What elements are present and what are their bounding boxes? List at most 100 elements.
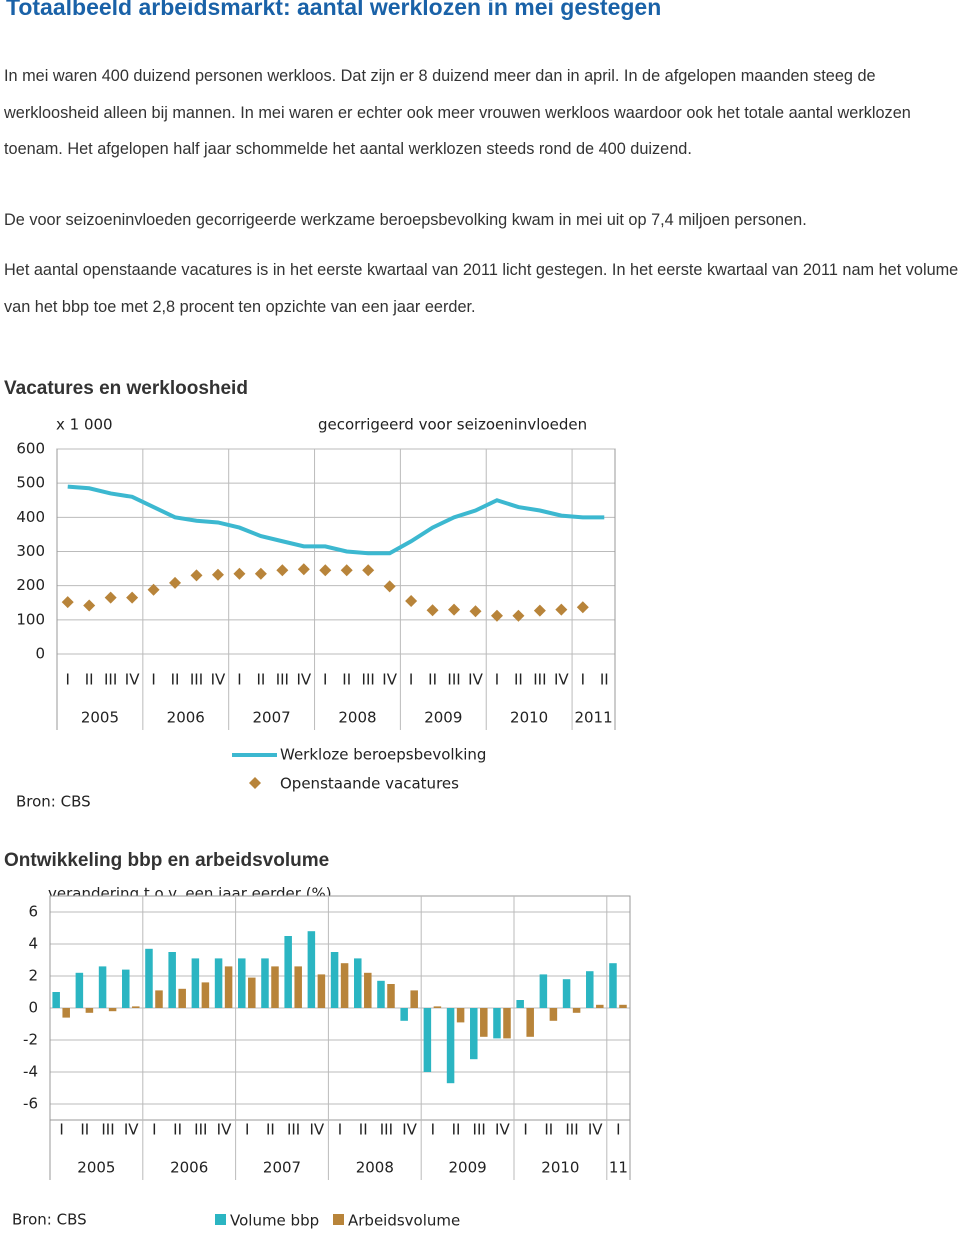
year-label: 2010	[510, 709, 548, 727]
x-tick-label: IV	[296, 671, 311, 689]
x-tick-label: III	[473, 1121, 486, 1139]
x-tick-label: I	[338, 1121, 342, 1139]
x-tick-label: IV	[588, 1121, 603, 1139]
bar	[526, 1008, 534, 1037]
bar	[330, 952, 339, 1008]
year-label: 2007	[253, 709, 291, 727]
year-label: 2010	[541, 1159, 579, 1177]
diamond-marker	[254, 567, 267, 580]
x-tick-label: III	[447, 671, 460, 689]
x-tick-label: IV	[217, 1121, 232, 1139]
page-title: Totaalbeeld arbeidsmarkt: aantal werkloz…	[6, 0, 662, 20]
bar	[433, 1006, 442, 1008]
x-tick-label: II	[514, 671, 523, 689]
diamond-marker	[362, 564, 375, 577]
bar	[271, 966, 279, 1008]
bar	[155, 990, 163, 1008]
diamond-marker	[104, 591, 117, 604]
x-tick-label: II	[256, 671, 265, 689]
x-tick-label: IV	[554, 671, 569, 689]
bar	[364, 972, 372, 1008]
year-label: 2009	[449, 1159, 487, 1177]
bar	[410, 990, 418, 1008]
bar	[52, 992, 60, 1008]
bar	[145, 948, 153, 1008]
x-tick-label: II	[452, 1121, 461, 1139]
diamond-marker	[576, 601, 589, 614]
x-tick-label: I	[323, 671, 327, 689]
bar	[108, 1008, 117, 1012]
y-tick-label: -6	[23, 1095, 38, 1113]
year-label: 2008	[356, 1159, 394, 1177]
x-tick-label: I	[523, 1121, 527, 1139]
diamond-marker	[126, 591, 139, 604]
x-tick-label: II	[266, 1121, 275, 1139]
bar	[619, 1004, 627, 1008]
diamond-marker	[61, 596, 74, 609]
bar	[122, 969, 130, 1008]
bar	[586, 971, 594, 1008]
x-tick-label: III	[533, 671, 546, 689]
diamond-marker	[426, 604, 439, 617]
legend-label: Arbeidsvolume	[348, 1212, 460, 1230]
diamond-marker	[83, 599, 96, 612]
bar	[470, 1008, 478, 1060]
x-tick-label: IV	[468, 671, 483, 689]
bar	[516, 1000, 524, 1008]
year-label: 2005	[77, 1159, 115, 1177]
y-tick-label: 200	[16, 576, 45, 594]
diamond-marker	[169, 576, 182, 589]
bar	[354, 958, 362, 1008]
x-tick-label: II	[171, 671, 180, 689]
diamond-marker	[211, 568, 224, 581]
x-tick-label: II	[173, 1121, 182, 1139]
line	[67, 484, 605, 556]
year-label: 11	[609, 1159, 628, 1177]
diamond-marker	[383, 580, 396, 593]
bar	[98, 966, 107, 1008]
diamond-marker	[448, 603, 461, 616]
bar	[307, 931, 316, 1008]
x-tick-label: I	[151, 671, 155, 689]
bar	[456, 1008, 465, 1023]
diamond-marker	[555, 603, 568, 616]
year-label: 2011	[574, 709, 612, 727]
bar	[75, 972, 84, 1008]
x-tick-label: III	[287, 1121, 300, 1139]
chart-title: Ontwikkeling bbp en arbeidsvolume	[4, 850, 330, 871]
source: Bron: CBS	[16, 793, 91, 811]
x-tick-label: I	[431, 1121, 435, 1139]
x-tick-label: I	[495, 671, 499, 689]
year-label: 2009	[424, 709, 462, 727]
y-tick-label: 4	[28, 935, 38, 953]
paragraph: Het aantal openstaande vacatures is in h…	[4, 261, 959, 316]
x-tick-label: II	[600, 671, 609, 689]
bar	[248, 977, 256, 1008]
chart-subtitle: gecorrigeerd voor seizoeninvloeden	[318, 416, 587, 434]
bar	[446, 1008, 455, 1084]
paragraph: In mei waren 400 duizend personen werklo…	[4, 67, 911, 158]
bar	[423, 1008, 432, 1072]
bar	[85, 1008, 94, 1013]
legend-label: Werkloze beroepsbevolking	[280, 746, 486, 764]
bar	[377, 980, 385, 1008]
bar	[238, 958, 246, 1008]
bar	[596, 1004, 604, 1008]
legend-swatch	[215, 1214, 226, 1225]
x-tick-label: IV	[211, 671, 226, 689]
x-tick-label: III	[565, 1121, 578, 1139]
diamond-marker	[147, 583, 160, 596]
x-tick-label: III	[104, 671, 117, 689]
bar	[400, 1008, 408, 1021]
y-axis-label: x 1 000	[56, 416, 113, 434]
x-tick-label: I	[581, 671, 585, 689]
y-tick-label: 400	[16, 508, 45, 526]
bar	[132, 1006, 140, 1008]
x-tick-label: IV	[402, 1121, 417, 1139]
y-tick-label: -2	[23, 1031, 38, 1049]
diamond-marker	[276, 564, 289, 577]
diamond-marker	[190, 569, 203, 582]
y-tick-label: 600	[16, 440, 45, 458]
bar	[480, 1008, 488, 1037]
